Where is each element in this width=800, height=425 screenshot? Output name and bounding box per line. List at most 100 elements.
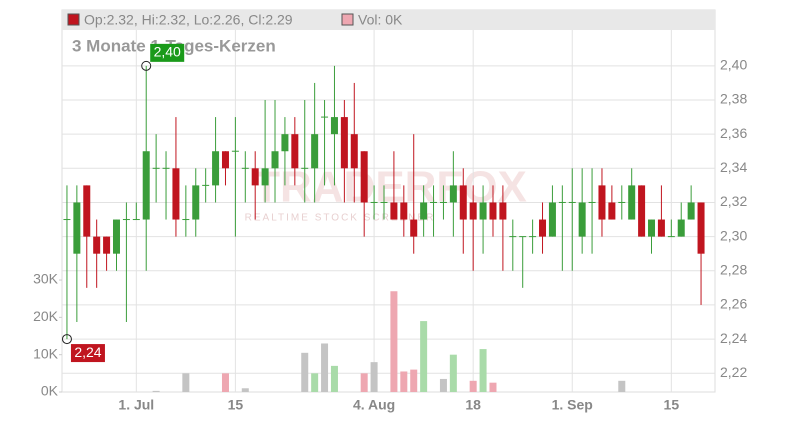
volume-bar: [420, 321, 428, 392]
candle-body: [509, 236, 517, 238]
y2-tick-label: 20K: [33, 308, 59, 324]
candle-body: [459, 185, 467, 220]
y-tick-label: 2,26: [720, 296, 747, 312]
candle-body: [132, 219, 140, 221]
candle-body: [63, 219, 71, 221]
y-tick-label: 2,32: [720, 193, 747, 209]
candle-body: [251, 168, 259, 186]
volume-bar: [311, 373, 319, 392]
candle-body: [430, 201, 438, 203]
candle-body: [667, 236, 675, 238]
candle-body: [539, 219, 547, 237]
candle-body: [103, 236, 111, 254]
candle-body: [360, 151, 368, 203]
volume-bar: [152, 390, 160, 392]
legend-ohlc: Op:2.32, Hi:2.32, Lo:2.26, Cl:2.29: [84, 12, 293, 28]
y2-tick-label: 10K: [33, 345, 59, 361]
candle-body: [83, 185, 91, 237]
candle-body: [112, 219, 120, 254]
volume-bar: [330, 365, 338, 392]
volume-bar: [370, 362, 378, 392]
candle-body: [340, 117, 348, 169]
candle-body: [449, 185, 457, 203]
candle-body: [529, 236, 537, 238]
x-tick-label: 15: [664, 397, 680, 413]
candle-body: [182, 219, 190, 221]
y-tick-label: 2,28: [720, 261, 747, 277]
candle-body: [93, 236, 101, 254]
candle-body: [350, 134, 358, 169]
candle-body: [479, 202, 487, 220]
y2-tick-label: 30K: [33, 271, 59, 287]
candle-body: [618, 201, 626, 203]
watermark-sub: REALTIME STOCK SCREENER: [245, 213, 436, 224]
y-tick-label: 2,34: [720, 159, 747, 175]
annotation-marker: [141, 60, 152, 71]
candle-body: [192, 185, 200, 220]
candle-body: [390, 202, 398, 220]
candle-body: [578, 202, 586, 237]
candle-body: [271, 151, 279, 169]
candle-body: [548, 202, 556, 237]
candle-body: [439, 201, 447, 203]
candle-body: [638, 185, 646, 237]
y-tick-label: 2,22: [720, 364, 747, 380]
volume-bar: [489, 382, 497, 392]
candle-body: [657, 219, 665, 237]
volume-bar: [479, 349, 487, 392]
x-tick-label: 1. Jul: [118, 397, 154, 413]
candle-body: [697, 202, 705, 254]
candle-body: [687, 202, 695, 220]
candle-body: [142, 151, 150, 220]
candle-body: [73, 202, 81, 254]
candle-body: [301, 167, 309, 169]
candle-body: [628, 185, 636, 220]
volume-bar: [360, 373, 368, 392]
x-tick-label: 1. Sep: [552, 397, 593, 413]
legend-swatch: [341, 13, 354, 26]
volume-bar: [221, 373, 229, 392]
candle-body: [321, 116, 329, 118]
annotation-box: [150, 43, 185, 62]
x-tick-label: 4. Aug: [353, 397, 395, 413]
x-tick-label: 18: [465, 397, 481, 413]
plot-area: [61, 9, 716, 393]
candle-body: [499, 202, 507, 220]
candle-body: [122, 219, 130, 221]
volume-bar: [618, 380, 626, 392]
volume-bar: [410, 369, 418, 392]
y-tick-label: 2,38: [720, 91, 747, 107]
x-tick-label: 15: [228, 397, 244, 413]
annotation-label: 2,40: [154, 44, 181, 60]
candle-body: [202, 184, 210, 186]
candle-body: [212, 151, 220, 186]
volume-bar: [390, 291, 398, 392]
candle-body: [400, 202, 408, 220]
candle-body: [469, 202, 477, 220]
volume-bar: [400, 371, 408, 392]
candle-body: [152, 167, 160, 169]
candle-body: [420, 202, 428, 220]
candle-body: [172, 168, 180, 220]
candle-body: [648, 219, 656, 237]
candle-body: [608, 202, 616, 220]
volume-bar: [469, 380, 477, 392]
candle-body: [410, 219, 418, 237]
volume-bar: [241, 388, 249, 392]
y2-tick-label: 0K: [41, 383, 59, 399]
y-tick-label: 2,36: [720, 125, 747, 141]
legend-swatch: [67, 13, 80, 26]
candle-body: [221, 151, 229, 169]
annotation-box: [70, 344, 105, 363]
annotation-marker: [61, 334, 72, 345]
candle-body: [311, 134, 319, 169]
volume-bar: [439, 378, 447, 392]
y-tick-label: 2,24: [720, 330, 747, 346]
volume-bar: [301, 352, 309, 392]
annotation-label: 2,24: [74, 344, 101, 360]
candle-body: [231, 150, 239, 152]
volume-bar: [449, 354, 457, 392]
y-tick-label: 2,30: [720, 227, 747, 243]
candle-body: [261, 168, 269, 186]
